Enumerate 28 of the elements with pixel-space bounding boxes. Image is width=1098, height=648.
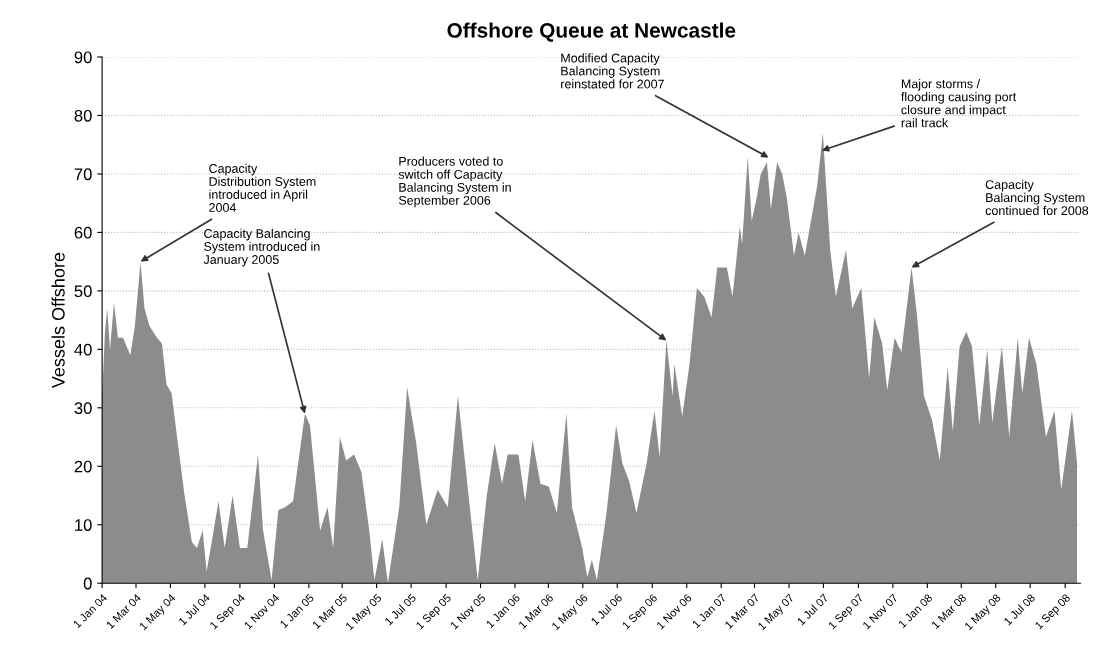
y-tick-label: 90 bbox=[74, 51, 92, 64]
y-tick-label: 70 bbox=[74, 168, 92, 181]
annotation: Producers voted to switch off Capacity Balancing System in September 2006 bbox=[398, 156, 511, 208]
annotation: Major storms / flooding causing port closure and impact rail track bbox=[901, 79, 1017, 128]
x-tick-label: 1 Jul 04 bbox=[178, 593, 211, 626]
y-tick-label: 30 bbox=[74, 402, 92, 415]
x-tick-label: 1 Jul 07 bbox=[796, 593, 829, 626]
chart-title: Offshore Queue at Newcastle bbox=[447, 22, 736, 42]
x-tick-label: 1 Jul 06 bbox=[590, 593, 623, 626]
x-tick-label: 1 Jul 05 bbox=[384, 593, 417, 626]
annotation: Capacity Distribution System introduced in April 2004 bbox=[209, 163, 316, 212]
x-tick-label: 1 Nov 07 bbox=[862, 593, 899, 630]
x-tick-label: 1 Sep 08 bbox=[1034, 593, 1073, 632]
x-tick-label: 1 Jan 08 bbox=[898, 593, 933, 629]
y-tick-label: 0 bbox=[83, 577, 92, 590]
annotation: Capacity Balancing System continued for 2008 bbox=[985, 179, 1089, 216]
y-tick-label: 50 bbox=[74, 285, 92, 298]
x-tick-label: 1 Jan 04 bbox=[72, 593, 108, 629]
y-tick-label: 40 bbox=[74, 343, 92, 356]
x-tick-label: 1 Jul 08 bbox=[1003, 593, 1036, 626]
y-tick-label: 60 bbox=[74, 226, 92, 239]
y-tick-label: 80 bbox=[74, 109, 92, 122]
annotation: Modified Capacity Balancing System reinstated for 2007 bbox=[561, 53, 664, 89]
y-axis-title: Vessels Offshore bbox=[51, 252, 65, 389]
y-tick-label: 20 bbox=[74, 460, 92, 473]
x-tick-label: 1 Nov 06 bbox=[656, 593, 693, 630]
annotation: Capacity Balancing System introduced in January 2005 bbox=[203, 228, 320, 267]
y-tick-label: 10 bbox=[75, 519, 92, 531]
